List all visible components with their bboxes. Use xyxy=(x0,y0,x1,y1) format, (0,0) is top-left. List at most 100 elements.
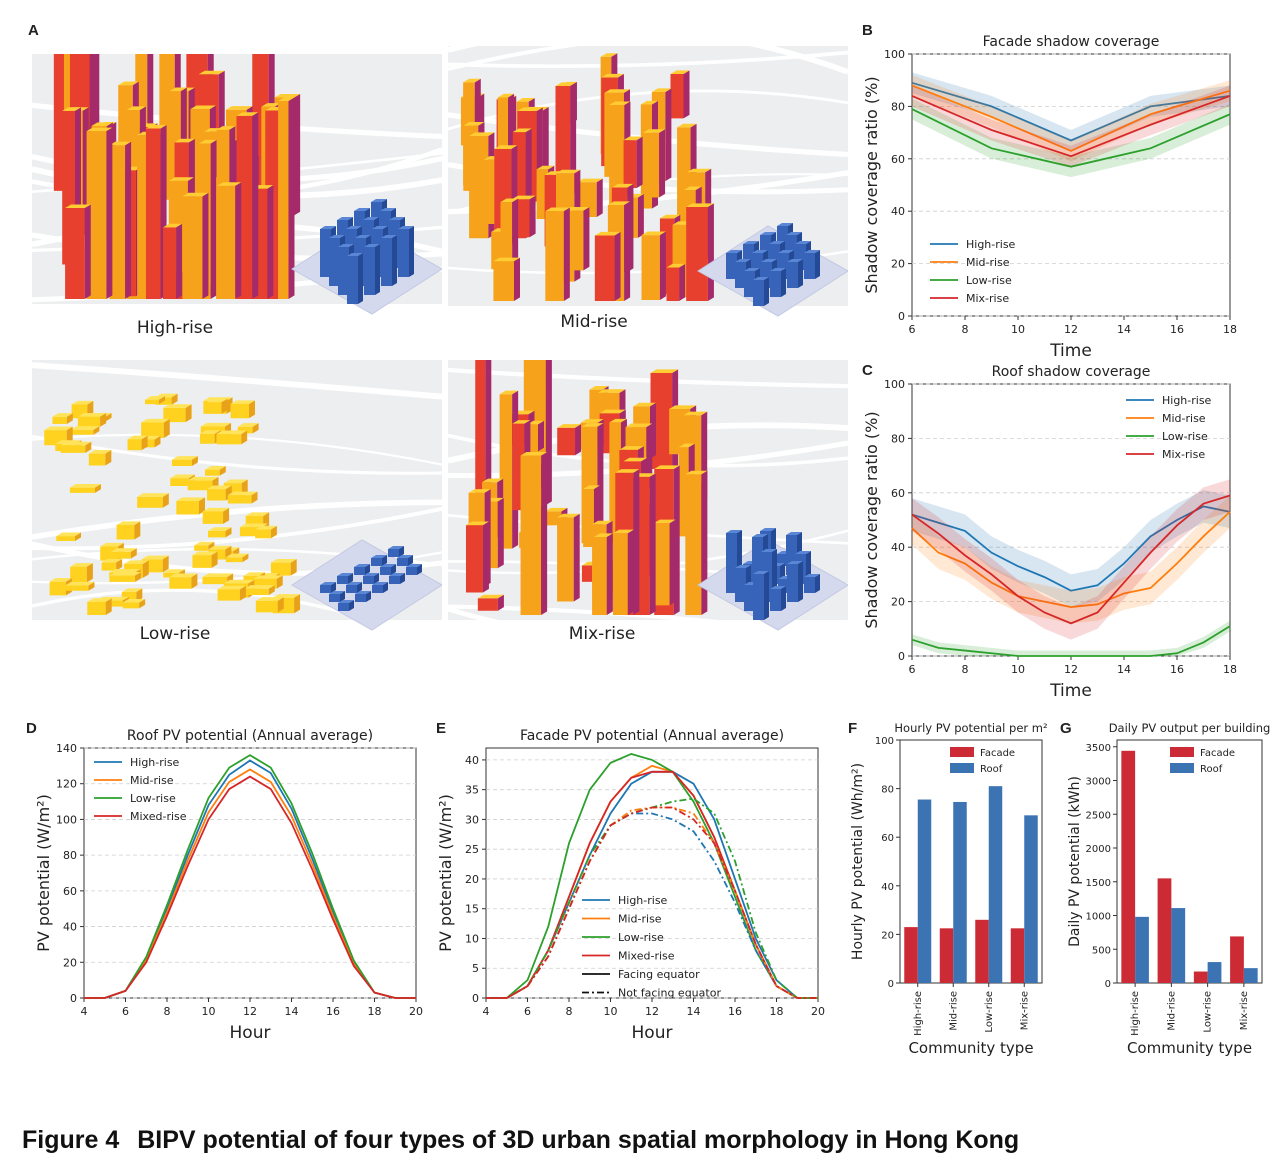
model-block-front xyxy=(329,594,340,602)
x-tick-label: Mid-rise xyxy=(1166,991,1177,1031)
x-tick-label: 18 xyxy=(1223,663,1237,676)
city-building-front xyxy=(230,404,249,419)
model-block-front xyxy=(354,567,365,575)
city-building-top xyxy=(194,541,215,546)
city-building-top xyxy=(669,405,697,410)
city-building-top xyxy=(44,426,73,431)
bar xyxy=(1243,968,1258,983)
y-tick-label: 0 xyxy=(898,650,905,663)
city-building-side xyxy=(75,532,82,542)
city-building-top xyxy=(198,70,225,75)
y-tick-label: 100 xyxy=(875,736,894,747)
x-tick-label: 8 xyxy=(164,1005,171,1018)
y-tick-label: 35 xyxy=(465,784,479,797)
city-building-top xyxy=(187,476,219,481)
legend-label: Facade xyxy=(980,748,1015,759)
series-line xyxy=(486,752,818,999)
map-road xyxy=(32,362,442,400)
model-block-top xyxy=(372,582,388,585)
legend-label: Facing equator xyxy=(618,968,700,981)
x-tick-label: 14 xyxy=(1117,663,1131,676)
model-block-top xyxy=(743,241,759,244)
series-band xyxy=(912,85,1230,167)
model-block-front xyxy=(372,585,383,593)
city-building-top xyxy=(601,73,624,78)
x-tick-label: 14 xyxy=(1117,323,1131,336)
city-building-top xyxy=(468,489,491,493)
city-building-side xyxy=(270,525,277,539)
city-building-top xyxy=(223,579,255,584)
city-building-front xyxy=(217,589,240,601)
city-building-front xyxy=(557,427,576,456)
city-building-top xyxy=(500,198,519,203)
city-building-top xyxy=(278,97,295,101)
x-tick-label: 18 xyxy=(368,1005,382,1018)
city-building-side xyxy=(570,82,577,196)
model-block-top xyxy=(329,235,345,238)
chart-title: Roof PV potential (Annual average) xyxy=(127,728,373,744)
y-tick-label: 0 xyxy=(1105,979,1111,990)
city-building-front xyxy=(52,416,67,424)
model-block-top xyxy=(735,259,751,262)
city-building-top xyxy=(216,126,236,130)
model-block-top xyxy=(346,226,362,229)
city-building-top xyxy=(244,585,275,589)
city-building-front xyxy=(101,562,117,571)
city-building-top xyxy=(169,573,198,578)
city-building-front xyxy=(642,132,660,198)
city-building-front xyxy=(192,555,212,568)
city-building-top xyxy=(497,93,515,98)
x-tick-label: 18 xyxy=(770,1005,784,1018)
y-tick-label: 20 xyxy=(891,596,905,609)
model-block-front xyxy=(363,576,374,584)
model-block-top xyxy=(726,250,742,253)
x-tick-label: 18 xyxy=(1223,323,1237,336)
city-building-front xyxy=(65,585,89,591)
panel-letter-c: C xyxy=(862,362,873,379)
city-building-side xyxy=(267,185,274,299)
city-building-top xyxy=(122,598,146,603)
legend-label: High-rise xyxy=(618,894,668,907)
city-building-side xyxy=(701,470,708,615)
series-line xyxy=(486,806,818,999)
city-building-side xyxy=(125,141,132,299)
city-building-top xyxy=(625,423,653,428)
city-building-front xyxy=(163,227,177,299)
model-block-side xyxy=(764,571,769,620)
city-building-top xyxy=(482,478,504,483)
city-building-front xyxy=(225,557,243,563)
model-block-side xyxy=(391,564,396,575)
city-building-top xyxy=(253,575,283,579)
city-building-top xyxy=(116,521,141,526)
city-building-side xyxy=(93,426,100,435)
model-block-side xyxy=(375,244,380,295)
city-building-top xyxy=(62,107,81,111)
city-building-top xyxy=(463,121,485,126)
legend-swatch xyxy=(1170,747,1194,757)
model-block-top xyxy=(337,217,353,220)
model-block-top xyxy=(347,253,363,256)
model-block-top xyxy=(364,244,380,247)
city-building-top xyxy=(469,132,495,136)
legend-label: Mix-rise xyxy=(966,292,1009,305)
series-line xyxy=(911,95,1231,158)
city-building-front xyxy=(127,439,142,451)
y-axis-label: Daily PV potential (kWh) xyxy=(1067,776,1083,947)
model-block-top xyxy=(744,268,760,271)
scene-mix-rise xyxy=(448,360,848,646)
bar xyxy=(1193,971,1208,983)
city-building-top xyxy=(589,385,609,390)
y-tick-label: 60 xyxy=(891,153,905,166)
city-building-side xyxy=(159,396,166,405)
bar xyxy=(1207,962,1222,983)
city-building-top xyxy=(687,168,712,173)
y-tick-label: 80 xyxy=(881,785,894,796)
city-building-side xyxy=(162,555,169,573)
x-tick-label: 6 xyxy=(122,1005,129,1018)
city-building-side xyxy=(636,136,643,189)
city-building-front xyxy=(208,530,226,538)
x-tick-label: Low-rise xyxy=(984,991,995,1033)
city-building-front xyxy=(583,488,594,547)
city-building-side xyxy=(545,360,552,506)
model-block-top xyxy=(795,551,811,554)
